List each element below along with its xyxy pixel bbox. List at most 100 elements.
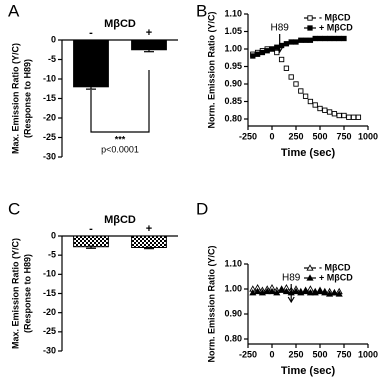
point	[293, 81, 299, 87]
legend-label: + MβCD	[319, 22, 353, 32]
y-tick-label: 1.05	[224, 26, 242, 36]
point	[254, 51, 261, 57]
legend-label: - MβCD	[319, 262, 351, 272]
point	[292, 287, 300, 295]
y-tick-label: 0.85	[224, 96, 242, 106]
annotation: p<0.0001	[101, 144, 139, 154]
bar	[73, 39, 109, 88]
y-tick-label: -15	[43, 93, 56, 103]
annotation-arrowhead	[287, 296, 295, 304]
point	[278, 56, 285, 63]
point	[346, 114, 352, 120]
y-tick-label: 0.95	[224, 61, 242, 71]
panel-letter: C	[8, 199, 20, 218]
point	[264, 48, 270, 54]
y-axis-label: Norm. Emission Ratio (Y/C)	[206, 245, 216, 362]
point	[330, 289, 338, 296]
x-tick-label: +	[146, 27, 152, 39]
y-tick-label: 1.10	[224, 8, 242, 18]
y-axis-label: Max. Emission Ratio (Y/C)	[10, 238, 20, 349]
point	[263, 287, 271, 295]
point	[355, 114, 362, 120]
point	[336, 35, 342, 42]
point	[298, 88, 304, 94]
y-tick-label: 1.10	[224, 258, 242, 268]
point	[293, 39, 299, 45]
point	[326, 109, 333, 115]
y-tick-label: 0.90	[224, 78, 242, 88]
point	[298, 37, 304, 43]
y-tick-label: 1.00	[224, 283, 242, 293]
legend-label: + MβCD	[319, 272, 353, 282]
point	[283, 65, 290, 71]
x-tick-label: 1000	[358, 349, 378, 359]
point	[331, 35, 338, 42]
point	[306, 289, 314, 296]
point	[307, 98, 314, 105]
annotation: ***	[115, 134, 126, 144]
point	[259, 49, 266, 56]
point	[322, 107, 328, 113]
point	[350, 114, 357, 120]
point	[258, 289, 266, 296]
point	[336, 112, 342, 119]
point	[282, 287, 290, 295]
x-tick-label: 500	[312, 349, 327, 359]
y-axis-label: Norm. Emission Ratio (Y/C)	[206, 11, 216, 128]
y-tick-label: 0	[51, 230, 56, 240]
point	[269, 46, 275, 52]
point	[297, 289, 305, 296]
y-tick-label: -20	[43, 307, 56, 317]
point	[278, 286, 286, 293]
x-tick-label: -250	[239, 131, 257, 141]
point	[326, 35, 333, 42]
y-tick-label: -20	[43, 112, 56, 122]
chart-title: MβCD	[104, 214, 136, 226]
y-tick-label: 0.80	[224, 113, 242, 123]
y-tick-label: -10	[43, 269, 56, 279]
point	[311, 289, 319, 296]
y-tick-label: -5	[48, 54, 56, 64]
point	[312, 35, 318, 42]
x-tick-label: -250	[239, 349, 257, 359]
point	[288, 74, 294, 80]
annotation-arrowhead	[276, 46, 284, 54]
point	[302, 93, 309, 99]
y-tick-label: 0.90	[224, 308, 242, 318]
point	[331, 111, 338, 117]
y-tick-label: 0.80	[224, 333, 242, 343]
significance-bracket	[90, 70, 150, 133]
x-tick-label: -	[89, 223, 93, 235]
x-tick-label: -	[89, 27, 93, 39]
point	[322, 35, 328, 42]
y-tick-label: -30	[43, 345, 56, 355]
panel-letter: B	[196, 1, 207, 20]
point	[249, 289, 257, 296]
y-tick-label: 1.00	[224, 43, 242, 53]
point	[316, 287, 324, 295]
y-tick-label: -25	[43, 132, 56, 142]
y-axis-label: (Response to H89)	[22, 254, 32, 333]
legend-marker	[306, 274, 314, 281]
x-axis-label: Time (sec)	[281, 365, 336, 377]
y-axis-label: Max. Emission Ratio (Y/C)	[10, 43, 20, 154]
point	[341, 112, 347, 119]
bar	[131, 235, 167, 248]
x-tick-label: 250	[288, 131, 303, 141]
point	[274, 49, 280, 56]
legend-marker	[306, 264, 314, 271]
legend-marker	[307, 25, 313, 31]
point	[273, 289, 281, 296]
panel-letter: A	[8, 1, 20, 20]
point	[317, 35, 323, 42]
point	[307, 37, 314, 43]
point	[250, 53, 256, 59]
x-tick-label: 250	[288, 349, 303, 359]
chart-title: MβCD	[104, 18, 136, 30]
y-tick-label: -25	[43, 326, 56, 336]
panel-letter: D	[196, 199, 208, 218]
point	[254, 287, 262, 295]
y-tick-label: -15	[43, 288, 56, 298]
x-tick-label: 0	[269, 131, 274, 141]
x-tick-label: 1000	[358, 131, 378, 141]
